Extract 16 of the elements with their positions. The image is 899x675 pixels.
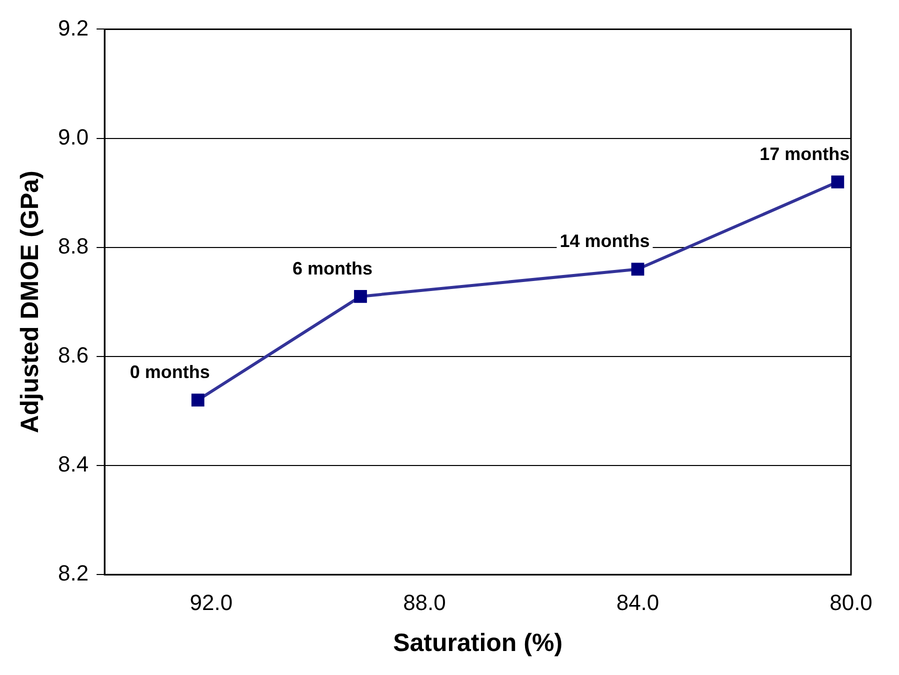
x-axis-title: Saturation (%) [393, 628, 563, 657]
x-tick-label: 80.0 [830, 590, 872, 615]
y-tick-label: 9.0 [58, 124, 89, 150]
y-tick-label: 8.6 [58, 342, 89, 368]
y-tick-label: 9.2 [58, 15, 89, 40]
x-tick-label: 92.0 [190, 590, 233, 615]
annotation: 6 months [292, 258, 372, 278]
y-axis-title: Adjusted DMOE (GPa) [16, 170, 44, 434]
annotation: 0 months [130, 362, 210, 382]
y-tick-label: 8.4 [58, 452, 89, 477]
y-tick-label: 8.8 [58, 233, 89, 258]
x-tick-label: 88.0 [403, 590, 446, 615]
annotation: 17 months [760, 144, 850, 164]
y-tick-label: 8.2 [58, 560, 89, 586]
x-tick-label: 84.0 [616, 590, 660, 615]
annotation: 14 months [560, 231, 650, 252]
